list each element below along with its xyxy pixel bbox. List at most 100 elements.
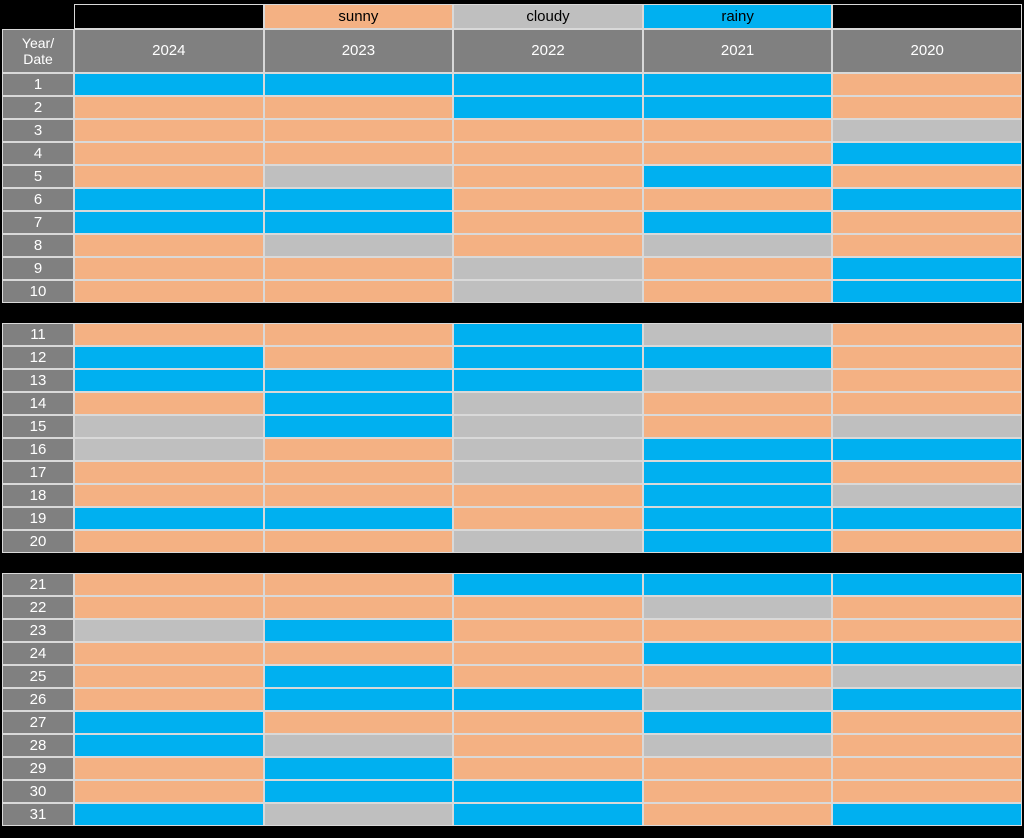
weather-cell[interactable] — [832, 73, 1022, 96]
weather-cell[interactable] — [453, 484, 643, 507]
weather-cell[interactable] — [263, 119, 454, 142]
weather-cell[interactable] — [642, 369, 833, 392]
weather-cell[interactable] — [453, 688, 643, 711]
weather-cell[interactable] — [74, 803, 264, 826]
weather-cell[interactable] — [453, 165, 643, 188]
row-label-10[interactable]: 10 — [2, 280, 74, 303]
weather-cell[interactable] — [74, 619, 264, 642]
weather-cell[interactable] — [263, 257, 454, 280]
weather-cell[interactable] — [453, 188, 643, 211]
row-label-13[interactable]: 13 — [2, 369, 74, 392]
weather-cell[interactable] — [453, 642, 643, 665]
weather-cell[interactable] — [263, 665, 454, 688]
row-label-25[interactable]: 25 — [2, 665, 74, 688]
weather-cell[interactable] — [263, 642, 454, 665]
weather-cell[interactable] — [832, 280, 1022, 303]
weather-cell[interactable] — [642, 323, 833, 346]
row-label-12[interactable]: 12 — [2, 346, 74, 369]
weather-cell[interactable] — [642, 346, 833, 369]
weather-cell[interactable] — [263, 142, 454, 165]
row-label-14[interactable]: 14 — [2, 392, 74, 415]
weather-cell[interactable] — [74, 461, 264, 484]
row-label-26[interactable]: 26 — [2, 688, 74, 711]
weather-cell[interactable] — [74, 73, 264, 96]
weather-cell[interactable] — [453, 461, 643, 484]
weather-cell[interactable] — [642, 711, 833, 734]
row-label-9[interactable]: 9 — [2, 257, 74, 280]
weather-cell[interactable] — [74, 573, 264, 596]
weather-cell[interactable] — [642, 757, 833, 780]
weather-cell[interactable] — [453, 711, 643, 734]
weather-cell[interactable] — [74, 346, 264, 369]
weather-cell[interactable] — [642, 665, 833, 688]
weather-cell[interactable] — [74, 757, 264, 780]
weather-cell[interactable] — [642, 461, 833, 484]
row-label-20[interactable]: 20 — [2, 530, 74, 553]
weather-cell[interactable] — [642, 119, 833, 142]
weather-cell[interactable] — [74, 484, 264, 507]
weather-cell[interactable] — [642, 573, 833, 596]
weather-cell[interactable] — [263, 573, 454, 596]
weather-cell[interactable] — [832, 369, 1022, 392]
year-header-2021[interactable]: 2021 — [642, 29, 833, 73]
weather-cell[interactable] — [453, 507, 643, 530]
weather-cell[interactable] — [74, 96, 264, 119]
weather-cell[interactable] — [74, 234, 264, 257]
weather-cell[interactable] — [74, 665, 264, 688]
weather-cell[interactable] — [263, 96, 454, 119]
weather-cell[interactable] — [832, 346, 1022, 369]
weather-cell[interactable] — [453, 780, 643, 803]
weather-cell[interactable] — [453, 280, 643, 303]
corner-header-year-date[interactable]: Year/ Date — [2, 29, 74, 73]
weather-cell[interactable] — [74, 780, 264, 803]
weather-cell[interactable] — [74, 392, 264, 415]
weather-cell[interactable] — [832, 688, 1022, 711]
legend-empty-cell-right[interactable] — [832, 4, 1022, 29]
weather-cell[interactable] — [74, 642, 264, 665]
weather-cell[interactable] — [642, 688, 833, 711]
weather-cell[interactable] — [453, 323, 643, 346]
weather-cell[interactable] — [263, 507, 454, 530]
weather-cell[interactable] — [263, 346, 454, 369]
weather-cell[interactable] — [642, 234, 833, 257]
weather-cell[interactable] — [453, 573, 643, 596]
weather-cell[interactable] — [263, 280, 454, 303]
weather-cell[interactable] — [832, 119, 1022, 142]
weather-cell[interactable] — [263, 438, 454, 461]
weather-cell[interactable] — [74, 438, 264, 461]
row-label-18[interactable]: 18 — [2, 484, 74, 507]
weather-cell[interactable] — [642, 619, 833, 642]
weather-cell[interactable] — [832, 142, 1022, 165]
weather-cell[interactable] — [453, 211, 643, 234]
weather-cell[interactable] — [832, 619, 1022, 642]
weather-cell[interactable] — [832, 234, 1022, 257]
weather-cell[interactable] — [832, 507, 1022, 530]
weather-cell[interactable] — [453, 392, 643, 415]
weather-cell[interactable] — [74, 734, 264, 757]
weather-cell[interactable] — [642, 211, 833, 234]
year-header-2024[interactable]: 2024 — [74, 29, 264, 73]
weather-cell[interactable] — [453, 438, 643, 461]
row-label-3[interactable]: 3 — [2, 119, 74, 142]
weather-cell[interactable] — [832, 257, 1022, 280]
weather-cell[interactable] — [642, 415, 833, 438]
weather-cell[interactable] — [74, 369, 264, 392]
weather-cell[interactable] — [263, 688, 454, 711]
weather-cell[interactable] — [832, 165, 1022, 188]
weather-cell[interactable] — [74, 415, 264, 438]
row-label-6[interactable]: 6 — [2, 188, 74, 211]
weather-cell[interactable] — [832, 438, 1022, 461]
row-label-11[interactable]: 11 — [2, 323, 74, 346]
weather-cell[interactable] — [642, 642, 833, 665]
weather-cell[interactable] — [642, 96, 833, 119]
weather-cell[interactable] — [263, 530, 454, 553]
row-label-7[interactable]: 7 — [2, 211, 74, 234]
weather-cell[interactable] — [263, 734, 454, 757]
weather-cell[interactable] — [642, 165, 833, 188]
weather-cell[interactable] — [832, 211, 1022, 234]
weather-cell[interactable] — [263, 803, 454, 826]
weather-cell[interactable] — [832, 323, 1022, 346]
weather-cell[interactable] — [453, 346, 643, 369]
weather-cell[interactable] — [832, 596, 1022, 619]
weather-cell[interactable] — [74, 211, 264, 234]
